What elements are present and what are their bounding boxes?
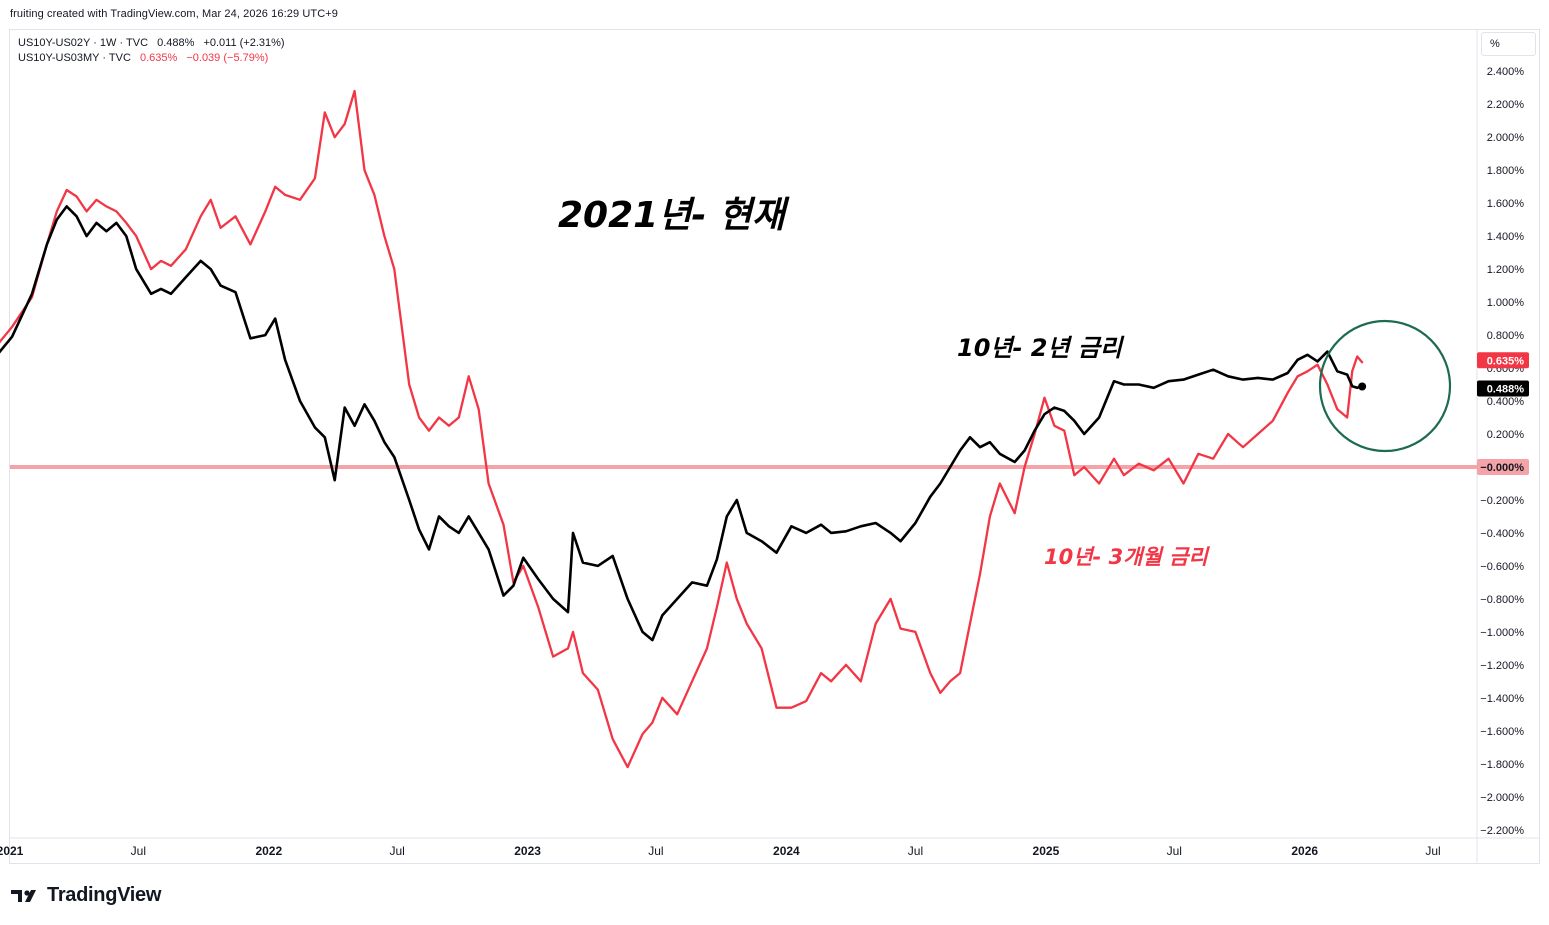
price-label-zero-bg	[1477, 458, 1529, 475]
price-label-10y2y-bg	[1477, 380, 1529, 397]
y-tick-label: −1.400%	[1480, 693, 1524, 705]
x-tick-label: Jul	[1425, 844, 1440, 858]
annotation-10y3m: 10년- 3개월 금리	[1044, 545, 1210, 569]
tradingview-logo-icon	[11, 889, 36, 902]
legend-change-10y2y: +0.011 (+2.31%)	[203, 37, 285, 49]
y-tick-label: −0.200%	[1480, 495, 1524, 507]
y-tick-label: 0.800%	[1487, 330, 1525, 342]
percent-scale-button[interactable]: %	[1481, 32, 1536, 56]
y-tick-label: −0.600%	[1480, 561, 1524, 573]
price-label-zero: −0.000%	[1480, 462, 1524, 474]
y-tick-label: 1.200%	[1487, 264, 1525, 276]
legend-change-10y3m: −0.039 (−5.79%)	[186, 52, 269, 64]
y-tick-label: −0.400%	[1480, 528, 1524, 540]
x-tick-label: Jul	[389, 844, 404, 858]
x-tick-label: 2023	[514, 844, 541, 858]
legend-value-10y2y: 0.488%	[157, 37, 195, 49]
y-tick-label: −1.600%	[1480, 726, 1524, 738]
tradingview-logo[interactable]: TradingView	[11, 884, 161, 907]
y-tick-label: 2.400%	[1487, 66, 1525, 78]
y-tick-label: 1.600%	[1487, 198, 1525, 210]
y-tick-label: 1.400%	[1487, 231, 1525, 243]
x-tick-label: 2021	[0, 844, 24, 858]
y-tick-label: −0.800%	[1480, 594, 1524, 606]
y-tick-label: −1.200%	[1480, 660, 1524, 672]
price-label-10y3m: 0.635%	[1487, 355, 1525, 367]
y-tick-label: 0.200%	[1487, 429, 1525, 441]
y-tick-label: −2.200%	[1480, 825, 1524, 837]
highlight-circle	[1318, 319, 1452, 453]
legend-value-10y3m: 0.635%	[139, 52, 178, 64]
y-tick-label: 1.800%	[1487, 165, 1525, 177]
x-tick-label: Jul	[1167, 844, 1182, 858]
y-tick-label: 1.000%	[1487, 297, 1525, 309]
chart-attribution: fruiting created with TradingView.com, M…	[10, 8, 339, 20]
legend-symbol-10y3m: US10Y-US03MY · TVC	[18, 52, 131, 64]
chart-frame	[9, 29, 1540, 864]
series-line-10y3m[interactable]	[0, 89, 1364, 769]
y-tick-label: 2.000%	[1487, 132, 1525, 144]
y-tick-label: −1.000%	[1480, 627, 1524, 639]
x-tick-label: Jul	[648, 844, 663, 858]
legend-series-10y2y[interactable]: US10Y-US02Y · 1W · TVC 0.488% +0.011 (+2…	[18, 36, 285, 51]
x-tick-label: 2022	[255, 844, 282, 858]
y-tick-label: −2.000%	[1480, 792, 1524, 804]
x-tick-label: Jul	[908, 844, 923, 858]
y-tick-label: −1.800%	[1480, 759, 1524, 771]
x-tick-label: 2025	[1033, 844, 1060, 858]
price-label-10y2y: 0.488%	[1487, 384, 1525, 396]
legend-series-10y3m[interactable]: US10Y-US03MY · TVC 0.635% −0.039 (−5.79%…	[18, 51, 285, 66]
x-tick-label: Jul	[131, 844, 146, 858]
tradingview-wordmark: TradingView	[47, 884, 162, 906]
annotation-10y2y: 10년- 2년 금리	[957, 334, 1125, 362]
x-tick-label: 2026	[1291, 844, 1318, 858]
last-point-marker	[1358, 382, 1367, 391]
x-tick-label: 2024	[773, 844, 800, 858]
price-label-10y3m-bg	[1477, 352, 1529, 369]
y-tick-label: 2.200%	[1487, 99, 1525, 111]
chart-legend: US10Y-US02Y · 1W · TVC 0.488% +0.011 (+2…	[18, 36, 285, 66]
annotation-title: 2021년- 현재	[558, 195, 790, 236]
y-tick-label: 0.400%	[1487, 396, 1525, 408]
legend-symbol-10y2y: US10Y-US02Y · 1W · TVC	[18, 37, 149, 49]
series-line-10y2y[interactable]	[0, 205, 1364, 642]
